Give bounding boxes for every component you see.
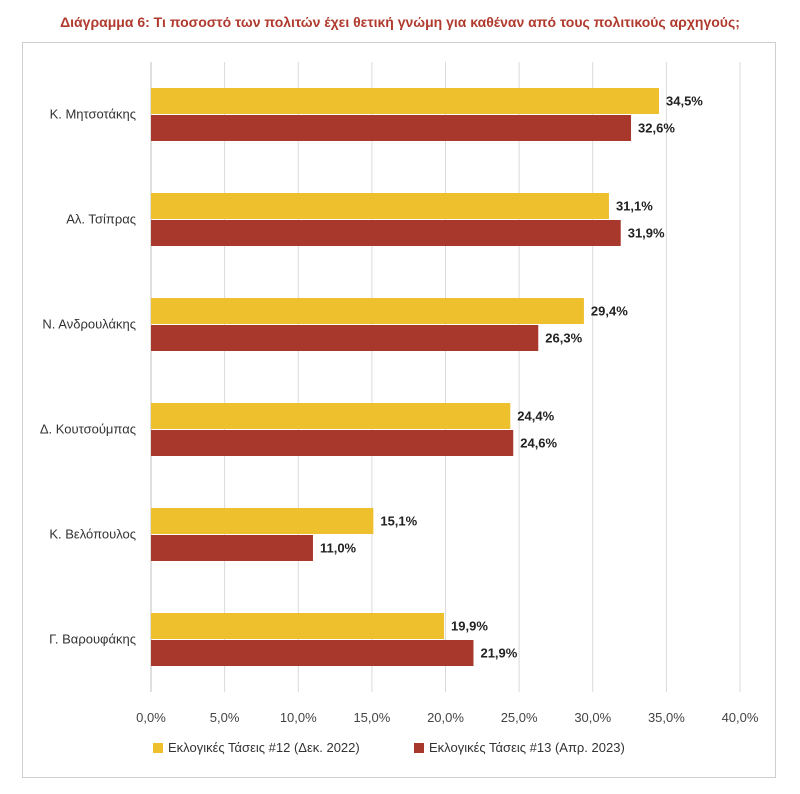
legend-label: Εκλογικές Τάσεις #13 (Απρ. 2023): [429, 740, 625, 755]
x-tick-label: 15,0%: [353, 710, 390, 725]
bar-series-1: [151, 88, 660, 114]
bar-series-1: [151, 193, 609, 219]
category-label: Κ. Μητσοτάκης: [50, 107, 136, 122]
bar-series-2: [151, 220, 621, 246]
bar-series-2: [151, 325, 539, 351]
data-label: 11,0%: [320, 541, 357, 556]
bar-series-1: [151, 613, 445, 639]
bar-series-2: [151, 430, 514, 456]
x-tick-label: 30,0%: [574, 710, 611, 725]
data-label: 34,5%: [666, 94, 703, 109]
bar-series-1: [151, 298, 584, 324]
category-label: Κ. Βελόπουλος: [49, 527, 136, 542]
chart-title: Διάγραμμα 6: Τι ποσοστό των πολιτών έχει…: [60, 14, 740, 30]
x-tick-label: 20,0%: [427, 710, 464, 725]
category-label: Ν. Ανδρουλάκης: [42, 317, 136, 332]
x-tick-label: 25,0%: [501, 710, 538, 725]
legend-swatch-series-1: [153, 743, 163, 753]
data-label: 26,3%: [545, 331, 582, 346]
bar-series-2: [151, 640, 474, 666]
data-label: 31,9%: [628, 226, 665, 241]
data-label: 32,6%: [638, 121, 675, 136]
category-label: Γ. Βαρουφάκης: [49, 632, 136, 647]
bar-series-2: [151, 115, 632, 141]
bar-series-1: [151, 508, 374, 534]
x-tick-label: 40,0%: [722, 710, 759, 725]
x-tick-label: 5,0%: [210, 710, 240, 725]
data-label: 24,6%: [520, 436, 557, 451]
legend-label: Εκλογικές Τάσεις #12 (Δεκ. 2022): [168, 740, 360, 755]
category-label: Αλ. Τσίπρας: [66, 212, 136, 227]
data-label: 24,4%: [517, 409, 554, 424]
x-tick-label: 0,0%: [136, 710, 166, 725]
category-label: Δ. Κουτσούμπας: [40, 422, 136, 437]
bar-series-1: [151, 403, 511, 429]
data-label: 15,1%: [380, 514, 417, 529]
bar-series-2: [151, 535, 313, 561]
data-label: 19,9%: [451, 619, 488, 634]
data-label: 29,4%: [591, 304, 628, 319]
x-tick-label: 10,0%: [280, 710, 317, 725]
data-label: 21,9%: [480, 646, 517, 661]
legend-swatch-series-2: [414, 743, 424, 753]
x-tick-label: 35,0%: [648, 710, 685, 725]
data-label: 31,1%: [616, 199, 653, 214]
